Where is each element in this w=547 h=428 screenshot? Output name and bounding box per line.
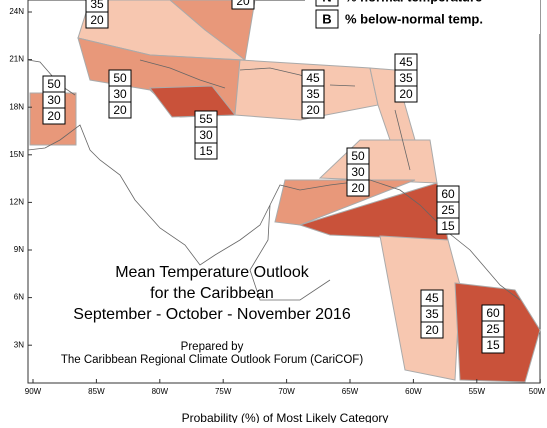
probability-value: 15 <box>486 338 500 352</box>
probability-cell <box>394 85 418 103</box>
axis-labels: 24N 21N 18N 15N 12N 9N 6N 3N 90W 85W 80W 75W 70W 65W 6… <box>9 7 545 396</box>
map-credit: The Caribbean Regional Climate Outlook F… <box>61 354 363 366</box>
legend-text: % below-normal temp. <box>345 11 483 26</box>
lon-label: 75W <box>215 387 232 396</box>
lon-label: 70W <box>278 387 295 396</box>
probability-value: 55 <box>199 112 213 126</box>
probability-value: 60 <box>486 306 500 320</box>
probability-cell <box>85 11 109 29</box>
probability-cell <box>231 0 255 10</box>
probability-cell <box>301 101 325 119</box>
lat-label: 18N <box>9 102 24 111</box>
probability-cell <box>194 142 218 160</box>
probability-value: 30 <box>113 87 127 101</box>
probability-value: 25 <box>486 322 500 336</box>
lat-label: 21N <box>9 55 24 64</box>
map-credit: Prepared by <box>181 341 244 353</box>
probability-value: 30 <box>199 128 213 142</box>
probability-value: 45 <box>306 71 320 85</box>
lon-label: 85W <box>88 387 105 396</box>
probability-cell <box>346 179 370 197</box>
lon-label: 65W <box>342 387 359 396</box>
probability-cell <box>481 336 505 354</box>
probability-cell <box>108 101 132 119</box>
probability-cell <box>436 217 460 235</box>
legend-key-box <box>315 0 339 7</box>
probability-value: 20 <box>399 87 413 101</box>
map-title: September - October - November 2016 <box>73 306 351 323</box>
legend-key: B <box>322 11 331 26</box>
map-title: for the Caribbean <box>150 285 274 302</box>
probability-value: 30 <box>351 165 365 179</box>
probability-value: 20 <box>306 103 320 117</box>
lat-label: 15N <box>9 150 24 159</box>
probability-value: 50 <box>351 149 365 163</box>
legend-key: N <box>322 0 331 4</box>
lon-label: 60W <box>405 387 422 396</box>
probability-cell <box>420 321 444 339</box>
caption: Probability (%) of Most Likely Category <box>182 411 389 423</box>
probability-boxes: 35 20 20 50 30 20 50 30 20 55 30 15 45 35 20 45 35 20 50 30… <box>42 0 505 354</box>
title-block: Mean Temperature Outlook for the Caribbea… <box>61 264 363 366</box>
lon-label: 80W <box>152 387 169 396</box>
probability-cell <box>42 107 66 125</box>
lon-label: 90W <box>25 387 42 396</box>
probability-value: 45 <box>399 55 413 69</box>
probability-value: 35 <box>306 87 320 101</box>
probability-value: 60 <box>441 187 455 201</box>
lat-label: 6N <box>14 293 24 302</box>
probability-value: 20 <box>425 323 439 337</box>
legend-panel <box>305 0 540 34</box>
legend-text: % normal temperature <box>345 0 482 4</box>
probability-value: 45 <box>425 291 439 305</box>
probability-value: 35 <box>90 0 104 11</box>
legend-key-box <box>315 9 339 29</box>
probability-value: 20 <box>236 0 250 8</box>
probability-value: 50 <box>113 71 127 85</box>
lat-label: 9N <box>14 245 24 254</box>
map-title: Mean Temperature Outlook <box>115 264 310 281</box>
probability-value: 20 <box>351 181 365 195</box>
probability-value: 20 <box>90 13 104 27</box>
probability-value: 20 <box>47 109 61 123</box>
lon-label: 50W <box>529 387 546 396</box>
legend: N % normal temperature B % below-normal tem… <box>315 0 483 29</box>
lat-label: 3N <box>14 340 24 349</box>
probability-value: 15 <box>441 219 455 233</box>
lat-label: 12N <box>9 198 24 207</box>
probability-value: 15 <box>199 144 213 158</box>
probability-value: 30 <box>47 93 61 107</box>
lat-label: 24N <box>9 7 24 16</box>
probability-value: 35 <box>399 71 413 85</box>
probability-value: 25 <box>441 203 455 217</box>
probability-value: 50 <box>47 77 61 91</box>
probability-value: 20 <box>113 103 127 117</box>
probability-value: 35 <box>425 307 439 321</box>
lon-label: 55W <box>469 387 486 396</box>
